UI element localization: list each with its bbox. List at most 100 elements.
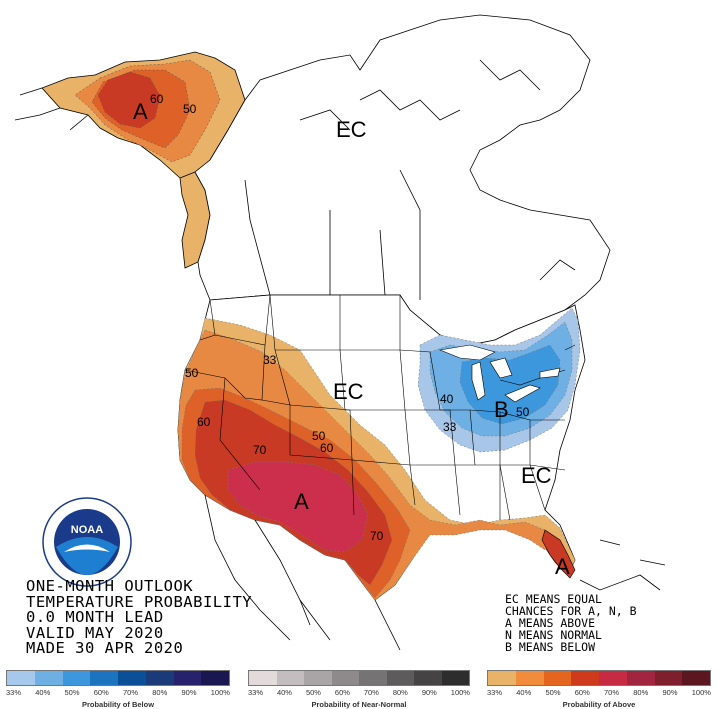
lakes-33-contour-label: 33 — [443, 420, 457, 434]
scale-swatch — [276, 671, 304, 685]
near-normal-scale-ticks: 33% 40% 50% 60% 70% 80% 90% 100% — [248, 688, 470, 697]
scale-tick-label: 60% — [334, 688, 350, 697]
southeast-ec-label: EC — [521, 463, 552, 488]
scale-tick-label: 40% — [35, 688, 51, 697]
scale-swatch — [7, 671, 35, 685]
scale-tick-label: 80% — [633, 688, 649, 697]
scale-tick-label: 40% — [516, 688, 532, 697]
mexico-region — [204, 494, 666, 651]
scale-tick-label: 50% — [305, 688, 321, 697]
rockies-50-contour-label: 50 — [312, 429, 326, 443]
canada-ec-label: EC — [336, 117, 367, 142]
title-line: MADE 30 APR 2020 — [26, 639, 184, 657]
below-scale: 33% 40% 50% 60% 70% 80% 90% 100% Probability of… — [6, 670, 230, 709]
aleutians — [14, 87, 89, 131]
scale-swatch — [62, 671, 91, 685]
scale-swatch — [654, 671, 683, 685]
scale-tick-label: 100% — [691, 688, 711, 697]
scale-swatch — [249, 671, 277, 685]
scale-tick-label: 50% — [545, 688, 561, 697]
scale-swatch — [599, 671, 627, 685]
scale-swatch — [118, 671, 146, 685]
scale-swatch — [414, 671, 442, 685]
west-50-contour-label: 50 — [185, 366, 199, 380]
scale-tick-label: 60% — [93, 688, 109, 697]
scale-swatch — [145, 671, 174, 685]
florida-above-label: A — [555, 554, 570, 579]
title-line: TEMPERATURE PROBABILITY — [26, 592, 253, 611]
rockies-60-contour-label: 60 — [320, 441, 334, 455]
scale-swatch — [331, 671, 359, 685]
scale-swatch — [304, 671, 332, 685]
title-line: 0.0 MONTH LEAD — [26, 608, 164, 626]
scale-tick-label: 70% — [604, 688, 620, 697]
above-70-area — [227, 461, 369, 553]
scale-swatch — [571, 671, 599, 685]
scale-swatch — [90, 671, 118, 685]
title-line: VALID MAY 2020 — [26, 623, 164, 642]
scale-tick-label: 90% — [421, 688, 437, 697]
alaska-above-label: A — [133, 99, 148, 124]
lakes-50-contour-label: 50 — [516, 405, 530, 419]
scale-tick-label: 90% — [181, 688, 197, 697]
scale-swatch — [173, 671, 202, 685]
scale-tick-label: 80% — [152, 688, 168, 697]
scale-tick-label: 60% — [574, 688, 590, 697]
florida-above — [541, 529, 576, 579]
near-normal-scale-bar — [248, 670, 470, 686]
scale-swatch — [359, 671, 387, 685]
scale-swatch — [543, 671, 572, 685]
title-line: ONE-MONTH OUTLOOK — [26, 577, 194, 595]
scale-swatch — [34, 671, 63, 685]
scale-tick-label: 80% — [392, 688, 408, 697]
legend-notes: EC MEANS EQUAL CHANCES FOR A, N, B A MEA… — [505, 593, 637, 653]
below-scale-caption: Probability of Below — [81, 700, 155, 709]
scale-tick-label: 100% — [210, 688, 230, 697]
scale-tick-label: 33% — [487, 688, 503, 697]
above-scale: 33% 40% 50% 60% 70% 80% 90% 100% Probability of… — [487, 670, 711, 709]
alaska-above-60 — [97, 71, 161, 129]
legend-note: A MEANS ABOVE — [505, 616, 596, 630]
southwest-above-label: A — [294, 489, 309, 514]
above-scale-bar — [487, 670, 711, 686]
canada-region — [194, 14, 611, 346]
scale-swatch — [386, 671, 414, 685]
scale-swatch — [682, 671, 710, 685]
near-normal-scale: 33% 40% 50% 60% 70% 80% 90% 100% Probability of… — [248, 670, 470, 709]
outlook-title-block: ONE-MONTH OUTLOOK TEMPERATURE PROBABILIT… — [26, 577, 253, 657]
alaska-50-contour-label: 50 — [183, 102, 197, 116]
scale-tick-label: 100% — [450, 688, 470, 697]
noaa-logo-text: NOAA — [71, 524, 103, 536]
scale-tick-label: 40% — [276, 688, 292, 697]
plains-ec-label: EC — [333, 379, 364, 404]
below-50-area — [459, 344, 561, 425]
legend-note: B MEANS BELOW — [505, 640, 596, 654]
scale-swatch — [626, 671, 655, 685]
scale-swatch — [441, 671, 469, 685]
west-70-contour-label: 70 — [253, 443, 267, 457]
near-normal-scale-caption: Probability of Near-Normal — [311, 700, 407, 709]
scale-tick-label: 70% — [123, 688, 139, 697]
above-scale-caption: Probability of Above — [562, 700, 636, 709]
scale-tick-label: 90% — [662, 688, 678, 697]
scale-tick-label: 33% — [6, 688, 22, 697]
alaska-region — [14, 51, 246, 269]
lakes-below-label: B — [494, 397, 509, 422]
scale-swatch — [488, 671, 516, 685]
below-scale-bar — [6, 670, 230, 686]
noaa-logo: NOAA — [42, 497, 132, 587]
alaska-60-contour-label: 60 — [150, 92, 164, 106]
scale-swatch — [515, 671, 544, 685]
legend-note: CHANCES FOR A, N, B — [505, 604, 637, 618]
west-33-contour-label: 33 — [263, 353, 277, 367]
lakes-40-contour-label: 40 — [440, 392, 454, 406]
conus-region — [177, 294, 586, 601]
scale-tick-label: 50% — [64, 688, 80, 697]
scale-swatch — [201, 671, 229, 685]
scale-tick-label: 33% — [248, 688, 264, 697]
legend-note: N MEANS NORMAL — [505, 628, 602, 642]
below-scale-ticks: 33% 40% 50% 60% 70% 80% 90% 100% — [6, 688, 230, 697]
state-boundaries — [184, 294, 576, 521]
texas-70-contour-label: 70 — [370, 529, 384, 543]
